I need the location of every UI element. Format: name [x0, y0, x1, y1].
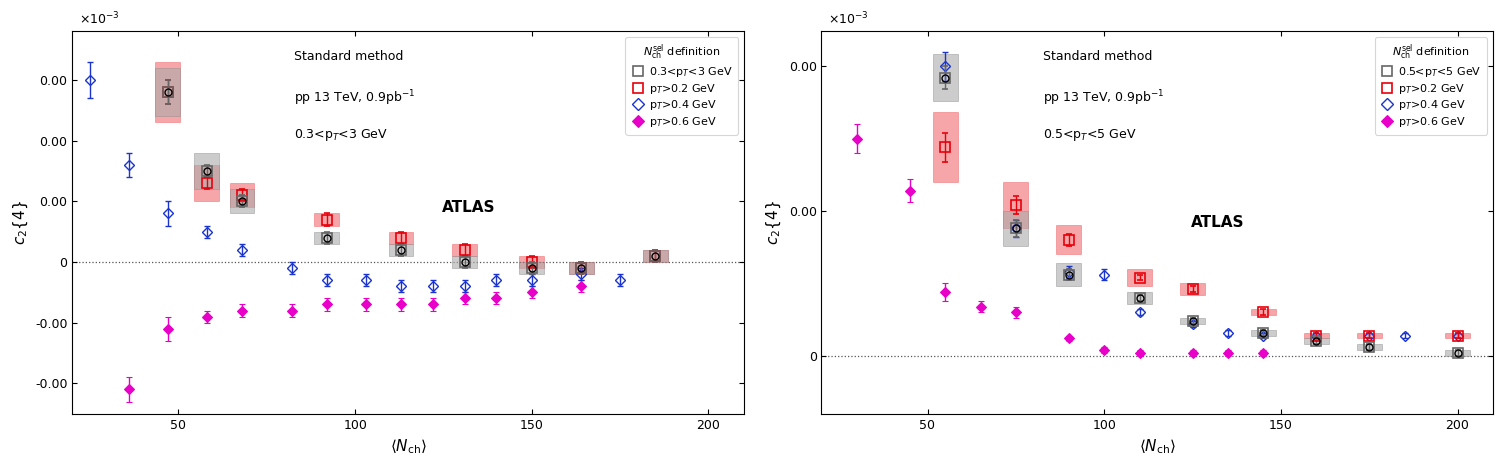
Text: 0.3<p$_T$<3 GeV: 0.3<p$_T$<3 GeV: [293, 127, 388, 143]
Text: ATLAS: ATLAS: [1191, 215, 1244, 230]
Bar: [194, 165, 220, 201]
Y-axis label: $c_2\{4\}$: $c_2\{4\}$: [764, 200, 784, 245]
Text: pp 13 TeV, 0.9pb$^{-1}$: pp 13 TeV, 0.9pb$^{-1}$: [293, 89, 415, 108]
Bar: [1445, 350, 1469, 356]
Bar: [230, 189, 254, 213]
Bar: [388, 244, 414, 256]
Legend: 0.5<p$_T$<5 GeV, p$_T$>0.2 GeV, p$_T$>0.4 GeV, p$_T$>0.6 GeV: 0.5<p$_T$<5 GeV, p$_T$>0.2 GeV, p$_T$>0.…: [1375, 37, 1487, 134]
X-axis label: $\langle N_{\rm ch}\rangle$: $\langle N_{\rm ch}\rangle$: [1139, 437, 1176, 456]
Text: Standard method: Standard method: [293, 50, 403, 64]
Bar: [569, 262, 594, 274]
Bar: [932, 113, 958, 182]
Bar: [1126, 269, 1152, 286]
Bar: [314, 232, 340, 244]
Text: $\times10^{-3}$: $\times10^{-3}$: [80, 11, 120, 28]
Bar: [388, 232, 414, 244]
Bar: [1304, 339, 1328, 344]
Legend: 0.3<p$_T$<3 GeV, p$_T$>0.2 GeV, p$_T$>0.4 GeV, p$_T$>0.6 GeV: 0.3<p$_T$<3 GeV, p$_T$>0.2 GeV, p$_T$>0.…: [626, 37, 738, 134]
Bar: [1251, 310, 1275, 315]
Bar: [644, 250, 668, 262]
Bar: [1304, 333, 1328, 339]
Bar: [644, 250, 668, 262]
Bar: [155, 62, 180, 122]
Bar: [1251, 330, 1275, 336]
Bar: [1181, 283, 1205, 295]
Bar: [1056, 263, 1081, 286]
Bar: [314, 213, 340, 226]
Bar: [155, 68, 180, 116]
Bar: [1003, 182, 1029, 228]
Text: ATLAS: ATLAS: [442, 199, 495, 215]
Bar: [1181, 318, 1205, 324]
Text: Standard method: Standard method: [1044, 50, 1152, 64]
X-axis label: $\langle N_{\rm ch}\rangle$: $\langle N_{\rm ch}\rangle$: [390, 437, 427, 456]
Bar: [230, 183, 254, 207]
Bar: [1056, 226, 1081, 255]
Bar: [453, 244, 477, 256]
Bar: [519, 256, 544, 268]
Y-axis label: $c_2\{4\}$: $c_2\{4\}$: [11, 200, 30, 245]
Bar: [1445, 333, 1469, 339]
Bar: [519, 262, 544, 274]
Bar: [1003, 211, 1029, 246]
Bar: [569, 262, 594, 274]
Bar: [1357, 344, 1382, 350]
Text: pp 13 TeV, 0.9pb$^{-1}$: pp 13 TeV, 0.9pb$^{-1}$: [1044, 89, 1164, 108]
Bar: [932, 55, 958, 101]
Text: 0.5<p$_T$<5 GeV: 0.5<p$_T$<5 GeV: [1044, 127, 1137, 143]
Bar: [1357, 333, 1382, 339]
Bar: [453, 256, 477, 268]
Bar: [194, 153, 220, 189]
Bar: [1126, 292, 1152, 304]
Text: $\times10^{-3}$: $\times10^{-3}$: [829, 11, 869, 28]
